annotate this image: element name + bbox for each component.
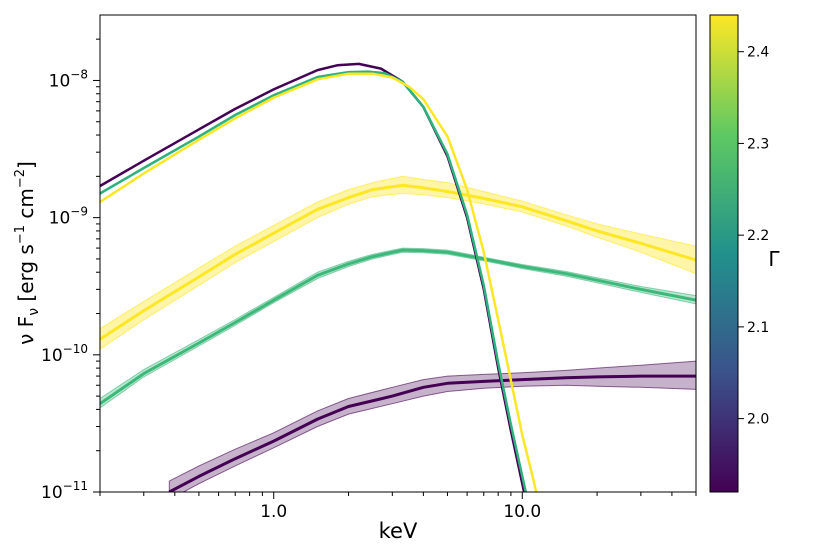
y-axis-label: ν Fν [erg s−1 cm−2] (13, 161, 42, 345)
thermal-gamma-2.43-line (100, 72, 538, 492)
y-tick-label: 10−11 (41, 479, 88, 503)
nonthermal-gamma-1.93-line (168, 374, 696, 492)
y-tick-label: 10−8 (49, 67, 88, 91)
x-tick-label: 1.0 (260, 502, 287, 522)
colorbar (709, 14, 739, 493)
x-axis-label: keV (379, 519, 418, 543)
plot-frame (99, 14, 697, 493)
nonthermal-gamma-2.43-line (100, 183, 696, 341)
colorbar-tick-label: 2.0 (747, 412, 769, 428)
y-axis-ticks: 10−11 10−10 10−9 10−8 (41, 38, 100, 503)
y-tick-label: 10−10 (41, 342, 88, 366)
y-label-cm: cm (14, 188, 38, 225)
colorbar-tick-label: 2.2 (747, 228, 769, 244)
nonthermal-gamma-2.28-band (100, 247, 696, 409)
series-lines (100, 62, 696, 492)
uncertainty-bands (100, 175, 696, 492)
y-tick-label: 10−9 (49, 205, 88, 229)
y-label-exp-s: −1 (13, 225, 28, 244)
y-label-nu-f: ν F (14, 316, 38, 345)
colorbar-tick-label: 2.1 (747, 320, 769, 336)
nonthermal-gamma-2.28-line (100, 248, 696, 405)
nonthermal-gamma-1.93-band (168, 360, 696, 492)
colorbar-label: Γ (768, 247, 780, 271)
x-axis-ticks: 1.0 10.0 (99, 492, 697, 522)
y-label-exp-cm: −2 (13, 169, 28, 188)
colorbar-tick-label: 2.3 (747, 136, 769, 152)
y-label-sub-nu: ν (26, 308, 42, 316)
nonthermal-gamma-2.43-band (100, 175, 696, 350)
y-label-units: [erg s (14, 244, 38, 308)
colorbar-ticks: 2.0 2.1 2.2 2.3 2.4 (738, 45, 769, 428)
y-label-close: ] (14, 161, 38, 169)
colorbar-tick-label: 2.4 (747, 45, 769, 61)
x-tick-label: 10.0 (503, 502, 541, 522)
